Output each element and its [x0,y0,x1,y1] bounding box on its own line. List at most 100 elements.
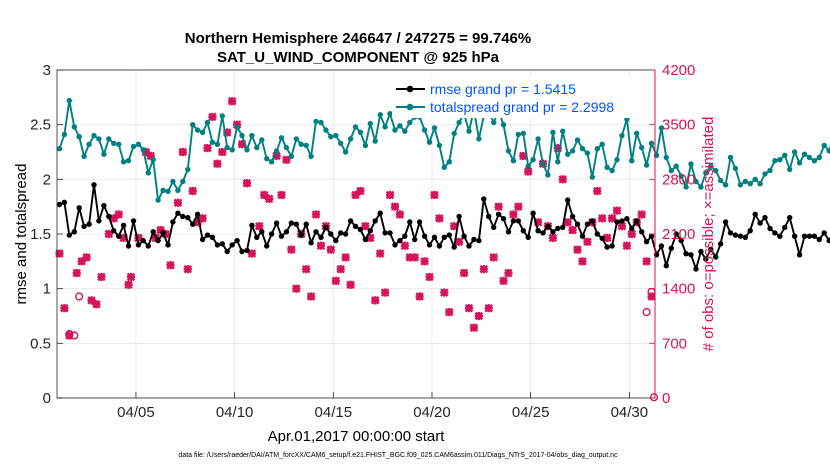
obs-assimilated-point [173,198,183,208]
obs-assimilated-point [60,303,69,313]
y-left-tick-label: 3 [43,62,51,79]
totalspread-point [821,142,827,149]
rmse-point [505,229,512,235]
obs-assimilated-point [77,257,86,266]
obs-assimilated-point [104,229,114,239]
x-axis-label: Apr.01,2017 00:00:00 start [268,428,446,445]
totalspread-point [387,111,393,117]
obs-assimilated-point [400,241,410,250]
totalspread-point [772,158,778,164]
obs-assimilated-point [415,292,424,301]
totalspread-point [579,146,586,152]
obs-assimilated-point [55,249,64,258]
rmse-point [757,220,763,226]
totalspread-point [145,170,151,176]
obs-assimilated-point [445,307,454,317]
obs-assimilated-point [242,178,252,188]
obs-assimilated-point [370,296,380,305]
totalspread-point [268,159,275,165]
obs-assimilated-point [385,190,395,200]
obs-assimilated-point [509,210,518,219]
rmse-point [584,221,591,227]
obs-assimilated-point [336,264,345,274]
obs-assimilated-point [548,233,558,243]
obs-assimilated-point [405,253,415,262]
obs-assimilated-point [316,241,326,250]
totalspread-point [338,140,344,146]
rmse-point [382,230,388,236]
rmse-point [550,229,556,235]
rmse-point [762,214,768,221]
totalspread-point [229,147,235,153]
totalspread-point [204,119,211,126]
totalspread-point [308,153,314,160]
rmse-point [145,243,151,249]
obs-assimilated-point [593,186,602,196]
totalspread-point [535,136,541,142]
totalspread-point [278,135,285,141]
obs-assimilated-point [578,257,587,266]
rmse-point [619,218,625,224]
obs-assimilated-point [454,237,464,247]
totalspread-point [713,167,719,174]
rmse-point [150,229,156,235]
rmse-point [742,234,748,240]
y-left-tick-label: 1 [43,281,51,298]
totalspread-point [190,122,196,128]
obs-assimilated-point [97,272,106,282]
totalspread-point [377,112,383,118]
totalspread-point [342,149,349,155]
obs-assimilated-point [395,210,405,219]
totalspread-point [86,141,92,147]
rmse-point [106,213,112,220]
totalspread-point [639,144,645,151]
rmse-point [777,233,783,239]
obs-assimilated-point [306,292,316,301]
totalspread-point [678,173,684,179]
y-right-tick-label: 3500 [662,117,695,134]
rmse-point [194,211,201,217]
rmse-point [441,234,447,240]
obs-assimilated-point [489,253,498,262]
rmse-point [244,247,250,254]
obs-assimilated-point [341,253,350,262]
totalspread-point [91,132,97,139]
totalspread-point [643,162,650,168]
totalspread-point [737,182,744,188]
totalspread-point [658,125,665,131]
totalspread-point [796,160,803,166]
totalspread-point [125,158,132,164]
totalspread-point [510,158,517,164]
totalspread-point [160,187,166,193]
rmse-point [535,228,541,234]
rmse-point [407,219,413,225]
obs-assimilated-point [440,288,449,297]
rmse-point [81,223,87,229]
totalspread-point [323,127,329,133]
rmse-point [214,242,221,248]
rmse-point [466,243,472,249]
rmse-point [787,214,793,221]
totalspread-point [560,128,566,134]
rmse-point [239,248,245,255]
series-layer [56,97,830,272]
data-file-footer: data file: /Users/raeder/DAI/ATM_forcXX/… [178,452,618,459]
obs-assimilated-point [301,264,311,274]
obs-possible-point [642,307,651,317]
rmse-point [342,231,349,237]
obs-assimilated-point [259,190,269,200]
obs-assimilated-point [627,229,637,239]
rmse-point [436,243,443,249]
totalspread-point [382,124,388,130]
y-right-axis-label: # of obs: o=possible; ×=assimilated [700,117,717,352]
obs-assimilated-point [607,214,617,223]
rmse-point [313,229,319,235]
rmse-point [234,237,240,244]
obs-assimilated-point [351,190,360,200]
y-left-tick-label: 1.5 [30,226,51,243]
obs-possible-point [65,329,74,339]
rmse-point [491,224,497,231]
obs-assimilated-point [247,249,257,258]
totalspread-point [787,166,793,173]
